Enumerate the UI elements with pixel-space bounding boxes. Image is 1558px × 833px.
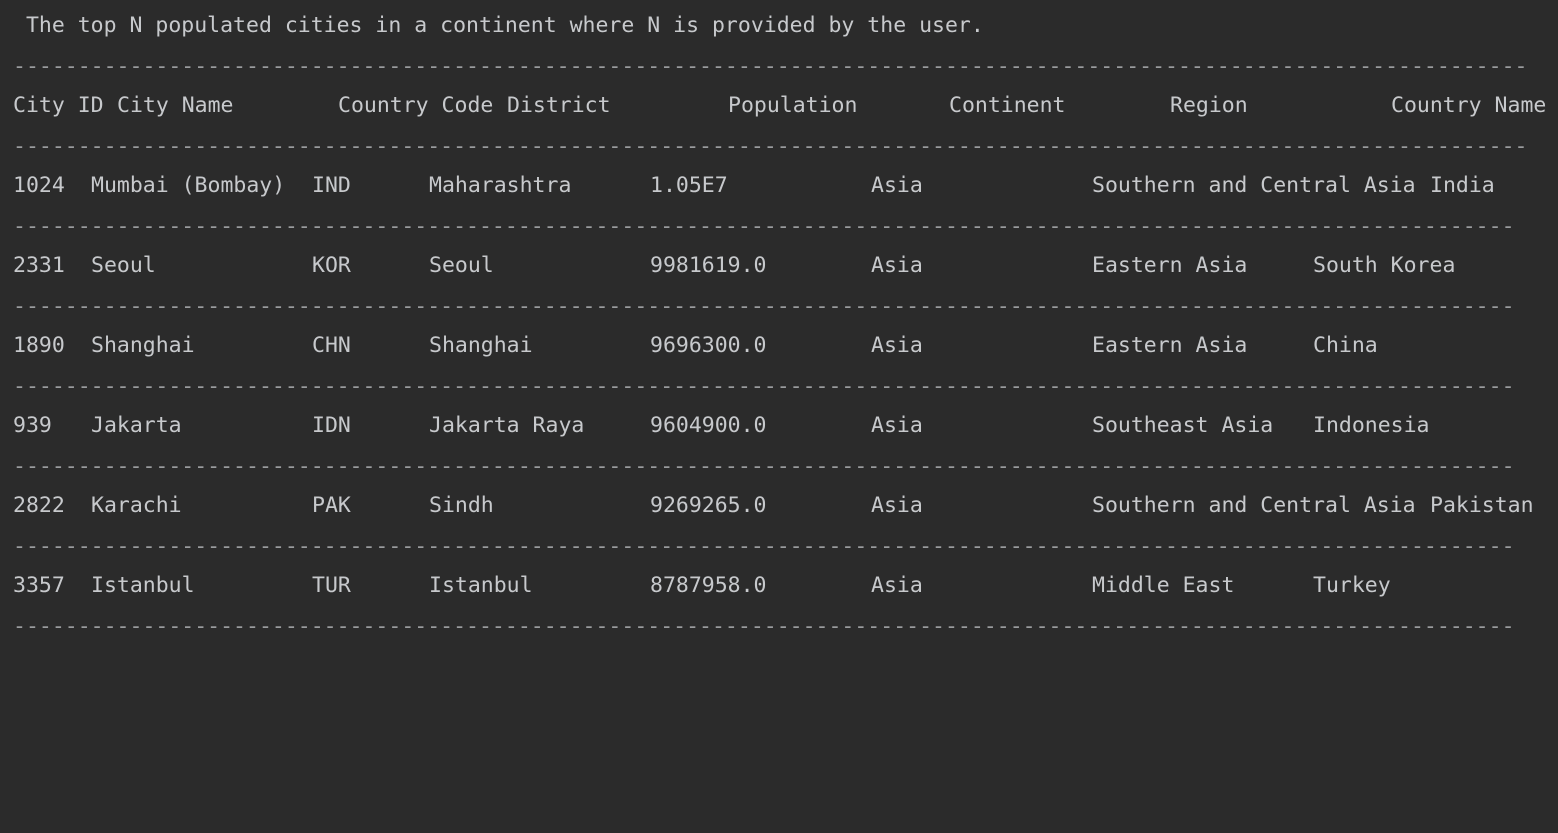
column-header-region: Region xyxy=(1170,93,1248,118)
cell-population: 9604900.0 xyxy=(650,413,767,438)
cell-city-id: 2822 xyxy=(13,493,65,518)
cell-continent: Asia xyxy=(871,253,923,278)
cell-country-name: South Korea xyxy=(1313,253,1456,278)
cell-population: 9269265.0 xyxy=(650,493,767,518)
row-separator-line: ----------------------------------------… xyxy=(13,614,1515,639)
cell-city-name: Mumbai (Bombay) xyxy=(91,173,286,198)
cell-country-name: China xyxy=(1313,333,1378,358)
separator-line: ----------------------------------------… xyxy=(13,134,1528,159)
cell-population: 1.05E7 xyxy=(650,173,728,198)
cell-continent: Asia xyxy=(871,493,923,518)
row-separator-line: ----------------------------------------… xyxy=(13,534,1515,559)
cell-population: 8787958.0 xyxy=(650,573,767,598)
row-separator-line: ----------------------------------------… xyxy=(13,454,1515,479)
cell-district: Istanbul xyxy=(429,573,533,598)
cell-country-name: Indonesia xyxy=(1313,413,1430,438)
cell-country-name: Pakistan xyxy=(1430,493,1534,518)
cell-city-name: Jakarta xyxy=(91,413,182,438)
cell-city-name: Karachi xyxy=(91,493,182,518)
row-separator-line: ----------------------------------------… xyxy=(13,294,1515,319)
cell-continent: Asia xyxy=(871,333,923,358)
cell-country-name: India xyxy=(1430,173,1495,198)
cell-district: Shanghai xyxy=(429,333,533,358)
cell-region: Eastern Asia xyxy=(1092,333,1248,358)
intro-text: The top N populated cities in a continen… xyxy=(13,13,984,38)
cell-city-id: 3357 xyxy=(13,573,65,598)
cell-city-name: Seoul xyxy=(91,253,156,278)
cell-country-name: Turkey xyxy=(1313,573,1391,598)
cell-city-id: 939 xyxy=(13,413,52,438)
cell-country-code: PAK xyxy=(312,493,351,518)
cell-continent: Asia xyxy=(871,413,923,438)
column-header-continent: Continent xyxy=(949,93,1066,118)
cell-region: Southeast Asia xyxy=(1092,413,1274,438)
cell-country-code: IND xyxy=(312,173,351,198)
cell-region: Middle East xyxy=(1092,573,1235,598)
cell-region: Southern and Central Asia xyxy=(1092,173,1416,198)
cell-country-code: CHN xyxy=(312,333,351,358)
cell-district: Seoul xyxy=(429,253,494,278)
cell-city-id: 1024 xyxy=(13,173,65,198)
cell-continent: Asia xyxy=(871,173,923,198)
separator-line: ----------------------------------------… xyxy=(13,54,1528,79)
table-row: 3357 Istanbul TUR Istanbul 8787958.0 Asi… xyxy=(0,573,1558,833)
column-header-country-code: Country Code xyxy=(338,93,494,118)
cell-population: 9696300.0 xyxy=(650,333,767,358)
cell-country-code: IDN xyxy=(312,413,351,438)
cell-city-id: 1890 xyxy=(13,333,65,358)
column-header-city-name: City Name xyxy=(117,93,234,118)
cell-city-name: Istanbul xyxy=(91,573,195,598)
cell-country-code: TUR xyxy=(312,573,351,598)
row-separator-line: ----------------------------------------… xyxy=(13,214,1515,239)
cell-district: Maharashtra xyxy=(429,173,572,198)
table-row: 2822 Karachi PAK Sindh 9269265.0 Asia So… xyxy=(0,493,1558,753)
cell-district: Sindh xyxy=(429,493,494,518)
column-header-population: Population xyxy=(728,93,858,118)
cell-country-code: KOR xyxy=(312,253,351,278)
column-header-city-id: City ID xyxy=(13,93,104,118)
cell-city-name: Shanghai xyxy=(91,333,195,358)
cell-population: 9981619.0 xyxy=(650,253,767,278)
cell-region: Eastern Asia xyxy=(1092,253,1248,278)
column-header-country-name: Country Name xyxy=(1391,93,1547,118)
row-separator-line: ----------------------------------------… xyxy=(13,374,1515,399)
cell-continent: Asia xyxy=(871,573,923,598)
column-header-district: District xyxy=(507,93,611,118)
cell-district: Jakarta Raya xyxy=(429,413,585,438)
table-row: 939 Jakarta IDN Jakarta Raya 9604900.0 A… xyxy=(0,413,1558,673)
table-row: 1024 Mumbai (Bombay) IND Maharashtra 1.0… xyxy=(0,173,1558,433)
console-output[interactable]: The top N populated cities in a continen… xyxy=(0,0,1558,647)
cell-city-id: 2331 xyxy=(13,253,65,278)
table-row: 1890 Shanghai CHN Shanghai 9696300.0 Asi… xyxy=(0,333,1558,593)
table-header-row: City ID City Name Country Code District … xyxy=(0,93,1558,353)
table-row: 2331 Seoul KOR Seoul 9981619.0 Asia East… xyxy=(0,253,1558,513)
cell-region: Southern and Central Asia xyxy=(1092,493,1416,518)
